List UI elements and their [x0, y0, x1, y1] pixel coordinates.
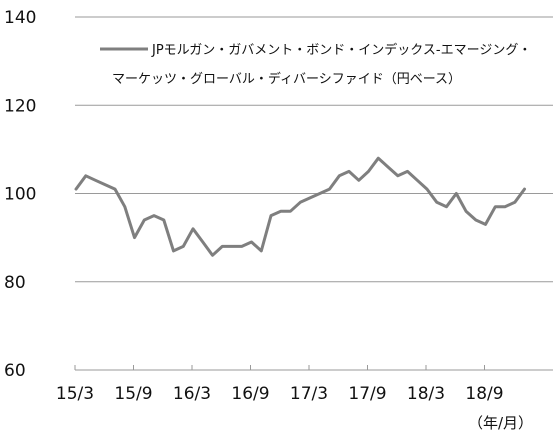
x-axis: [74, 365, 553, 371]
y-tick-label: 140: [4, 8, 36, 28]
x-axis-ticks: 15/3 15/9 16/3 16/9 17/3 17/9 18/3 18/9: [56, 384, 504, 404]
x-tick-label: 16/9: [231, 384, 269, 404]
x-tick-label: 17/9: [348, 384, 386, 404]
x-tick-label: 15/3: [56, 384, 94, 404]
legend-label-line2: マーケッツ・グローバル・ディバーシファイド（円ベース）: [112, 71, 461, 87]
y-tick-label: 60: [4, 361, 26, 381]
y-tick-label: 120: [4, 96, 36, 116]
x-axis-unit-label: （年/月）: [468, 414, 533, 432]
x-tick-label: 17/3: [290, 384, 328, 404]
y-axis-ticks: 60 80 100 120 140: [4, 8, 36, 381]
legend: JPモルガン・ガバメント・ボンド・インデックス-エマージング・ マーケッツ・グロ…: [100, 42, 531, 87]
legend-label-line1: JPモルガン・ガバメント・ボンド・インデックス-エマージング・: [151, 42, 531, 58]
x-tick-label: 15/9: [114, 384, 152, 404]
x-tick-label: 18/9: [465, 384, 503, 404]
y-tick-label: 100: [4, 185, 36, 205]
series-line: [74, 156, 526, 257]
gridlines: [75, 16, 553, 283]
x-tick-label: 16/3: [173, 384, 211, 404]
y-tick-label: 80: [4, 273, 26, 293]
x-tick-label: 18/3: [407, 384, 445, 404]
